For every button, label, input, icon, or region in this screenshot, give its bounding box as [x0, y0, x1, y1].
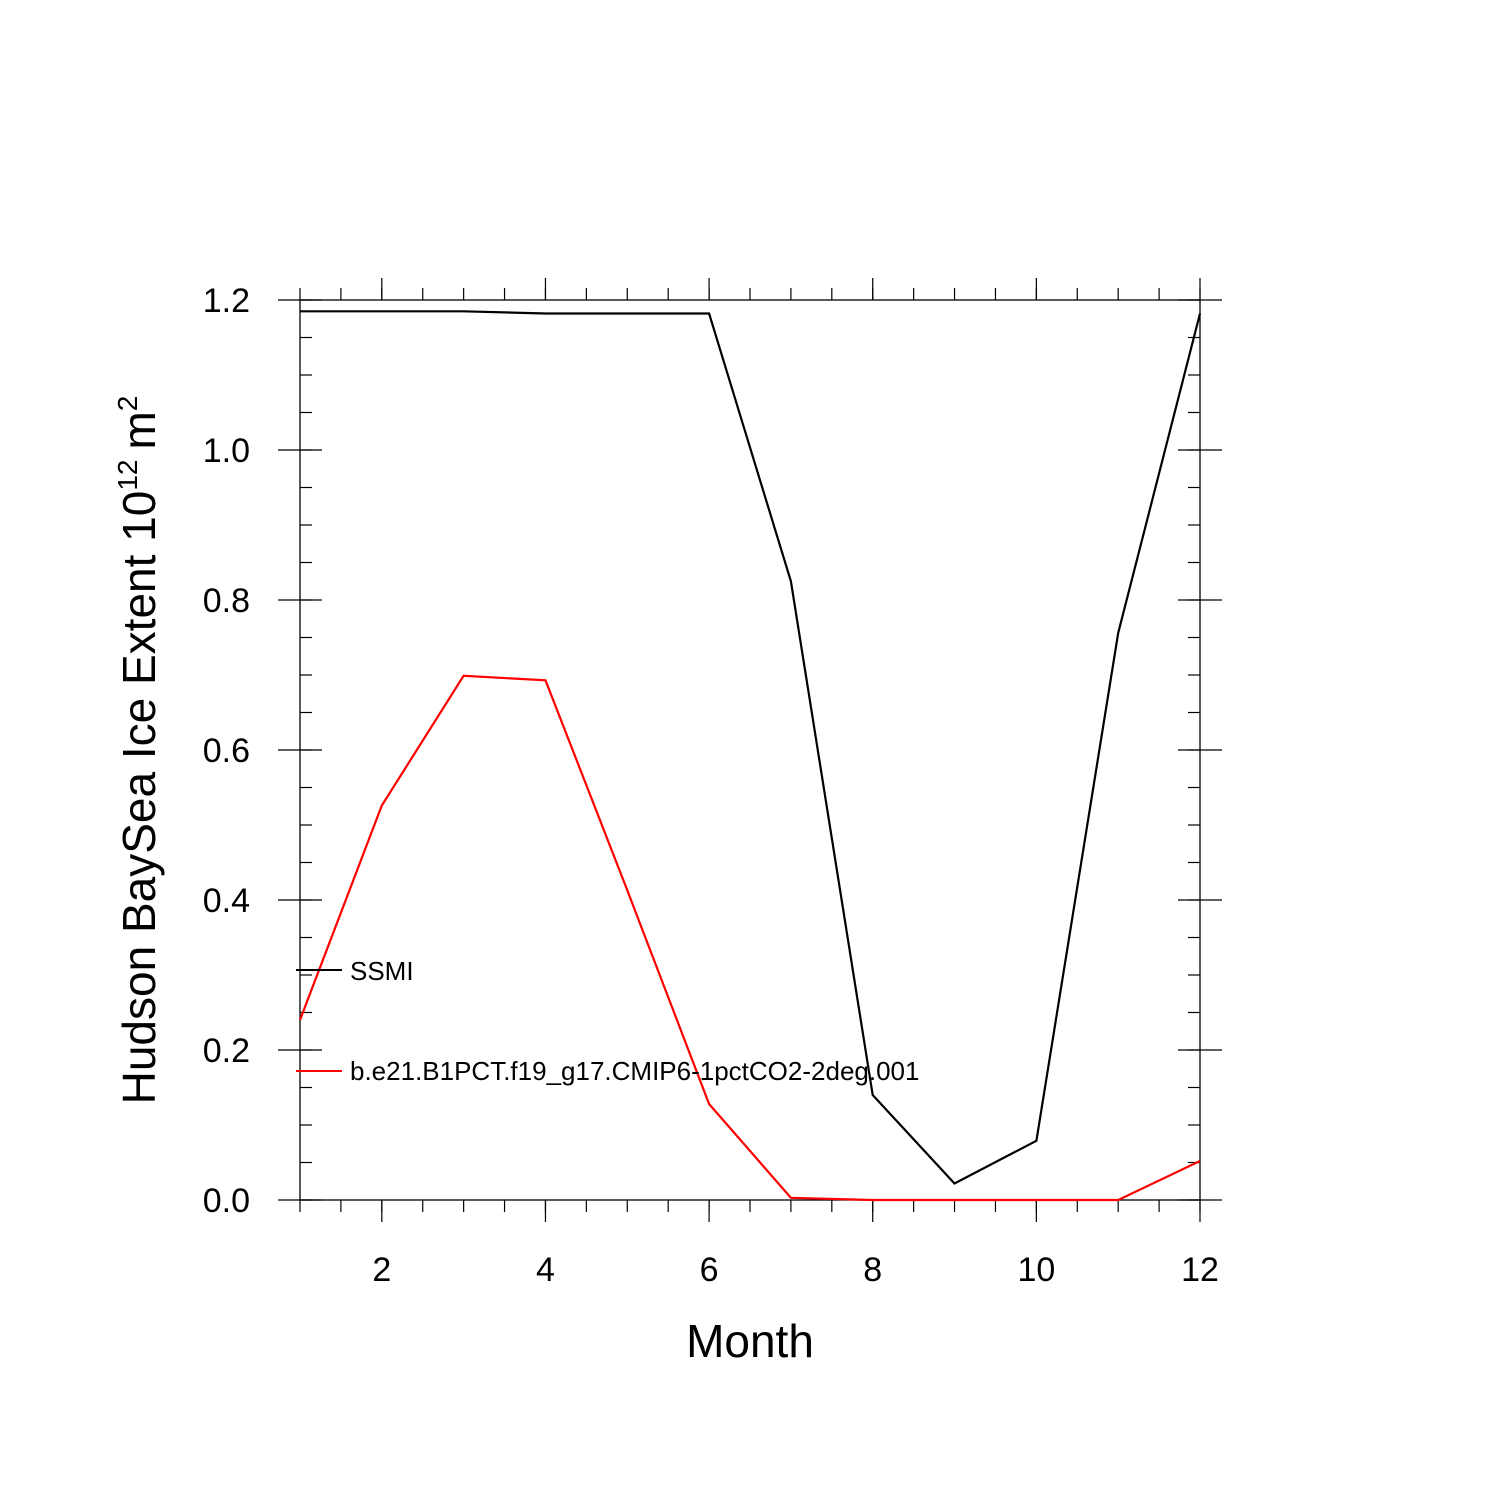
- legend-label-ssmi: SSMI: [350, 956, 414, 986]
- x-tick-label: 4: [536, 1251, 555, 1289]
- y-axis-title: Hudson BaySea Ice Extent 1012 m2: [112, 396, 165, 1105]
- x-axis-title: Month: [686, 1315, 814, 1367]
- series-line-ssmi: [300, 310, 1202, 1185]
- y-tick-label: 0.0: [203, 1182, 250, 1220]
- axis-ticks: [278, 278, 1222, 1222]
- series-lines: [298, 310, 1202, 1202]
- x-tick-label: 8: [863, 1251, 882, 1289]
- x-tick-label: 10: [1017, 1251, 1055, 1289]
- y-tick-label: 0.6: [203, 732, 250, 770]
- x-tick-label: 12: [1181, 1251, 1219, 1289]
- y-tick-label: 0.8: [203, 582, 250, 620]
- y-axis-title-exponent: 12: [112, 460, 143, 491]
- y-axis-title-unit-exponent: 2: [112, 396, 143, 412]
- y-tick-label: 1.0: [203, 432, 250, 470]
- x-tick-label: 2: [372, 1251, 391, 1289]
- axis-tick-labels: 2 4 6 8 10 12 0.0 0.2 0.4 0.6 0.8 1.0 1.2: [203, 282, 1219, 1289]
- legend-label-model: b.e21.B1PCT.f19_g17.CMIP6-1pctCO2-2deg.0…: [350, 1056, 919, 1086]
- x-tick-label: 6: [700, 1251, 719, 1289]
- y-tick-label: 0.4: [203, 882, 250, 920]
- y-axis-title-unit: m: [113, 411, 165, 449]
- y-axis-title-main: Hudson BaySea Ice Extent 10: [113, 491, 165, 1105]
- y-tick-label: 0.2: [203, 1032, 250, 1070]
- legend: SSMI b.e21.B1PCT.f19_g17.CMIP6-1pctCO2-2…: [296, 956, 919, 1086]
- y-tick-label: 1.2: [203, 282, 250, 320]
- series-line-model: [298, 674, 1201, 1202]
